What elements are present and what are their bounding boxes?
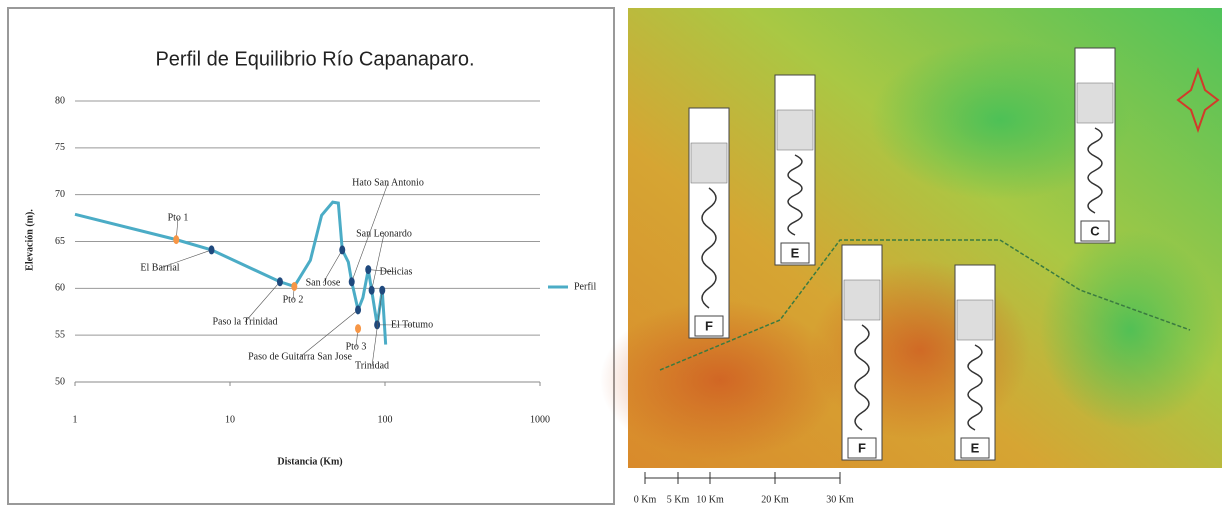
y-tick-label: 80 <box>55 95 65 106</box>
point-label: Pto 3 <box>346 341 367 352</box>
panel-letter: F <box>858 440 866 455</box>
point-marker <box>365 265 371 274</box>
core-header <box>844 280 880 320</box>
point-label: Delicias <box>380 266 413 277</box>
y-tick-label: 55 <box>55 329 65 340</box>
figure: Perfil de Equilibrio Río Capanaparo. Dis… <box>0 0 1222 512</box>
point-marker <box>209 245 215 254</box>
core-panel <box>689 108 729 338</box>
point-marker <box>291 282 297 291</box>
y-tick-label: 75 <box>55 142 65 153</box>
x-tick-label: 1 <box>73 414 78 425</box>
point-label: Paso la Trinidad <box>212 316 277 327</box>
point-marker <box>173 235 179 244</box>
point-label: Trinidad <box>355 360 389 371</box>
point-label: San Leonardo <box>356 228 412 239</box>
panel-letter: E <box>791 245 800 260</box>
point-label: El Totumo <box>391 319 433 330</box>
point-label: Pto 1 <box>168 212 189 223</box>
y-tick-label: 70 <box>55 189 65 200</box>
y-axis-label: Elevación (m). <box>24 209 35 271</box>
legend-label: Perfil <box>574 281 596 292</box>
point-marker <box>349 277 355 286</box>
point-label: San Jose <box>306 277 341 288</box>
core-header <box>1077 83 1113 123</box>
point-marker <box>355 305 361 314</box>
panel-letter: E <box>971 440 980 455</box>
point-marker <box>339 245 345 254</box>
core-panel <box>842 245 882 460</box>
scale-label: 20 Km <box>761 494 789 505</box>
panel-letter: C <box>1090 223 1100 238</box>
point-label: El Barrial <box>140 262 179 273</box>
x-tick-label: 100 <box>378 414 393 425</box>
terrain <box>1040 230 1220 430</box>
point-marker <box>369 286 375 295</box>
core-header <box>691 143 727 183</box>
scale-label: 30 Km <box>826 494 854 505</box>
y-tick-label: 50 <box>55 376 65 387</box>
core-header <box>957 300 993 340</box>
point-marker <box>355 324 361 333</box>
scale-label: 5 Km <box>667 494 690 505</box>
point-marker <box>379 286 385 295</box>
panel-letter: F <box>705 318 713 333</box>
x-tick-label: 1000 <box>530 414 550 425</box>
core-panel <box>775 75 815 265</box>
x-tick-label: 10 <box>225 414 235 425</box>
point-label: Paso de Guitarra San Jose <box>248 351 352 362</box>
chart-title: Perfil de Equilibrio Río Capanaparo. <box>155 48 474 70</box>
x-axis-label: Distancia (Km) <box>277 456 342 467</box>
map: F E F E C 0 Km 5 Km 10 Km 20 Km 30 Km <box>600 8 1222 512</box>
scale-label: 0 Km <box>634 494 657 505</box>
point-label: Pto 2 <box>283 294 304 305</box>
scale-label: 10 Km <box>696 494 724 505</box>
map-footer <box>628 468 1222 512</box>
y-tick-label: 65 <box>55 236 65 247</box>
point-label: Hato San Antonio <box>352 177 424 188</box>
core-header <box>777 110 813 150</box>
y-tick-label: 60 <box>55 283 65 294</box>
core-panel <box>1075 48 1115 243</box>
core-panel <box>955 265 995 460</box>
point-marker <box>277 277 283 286</box>
